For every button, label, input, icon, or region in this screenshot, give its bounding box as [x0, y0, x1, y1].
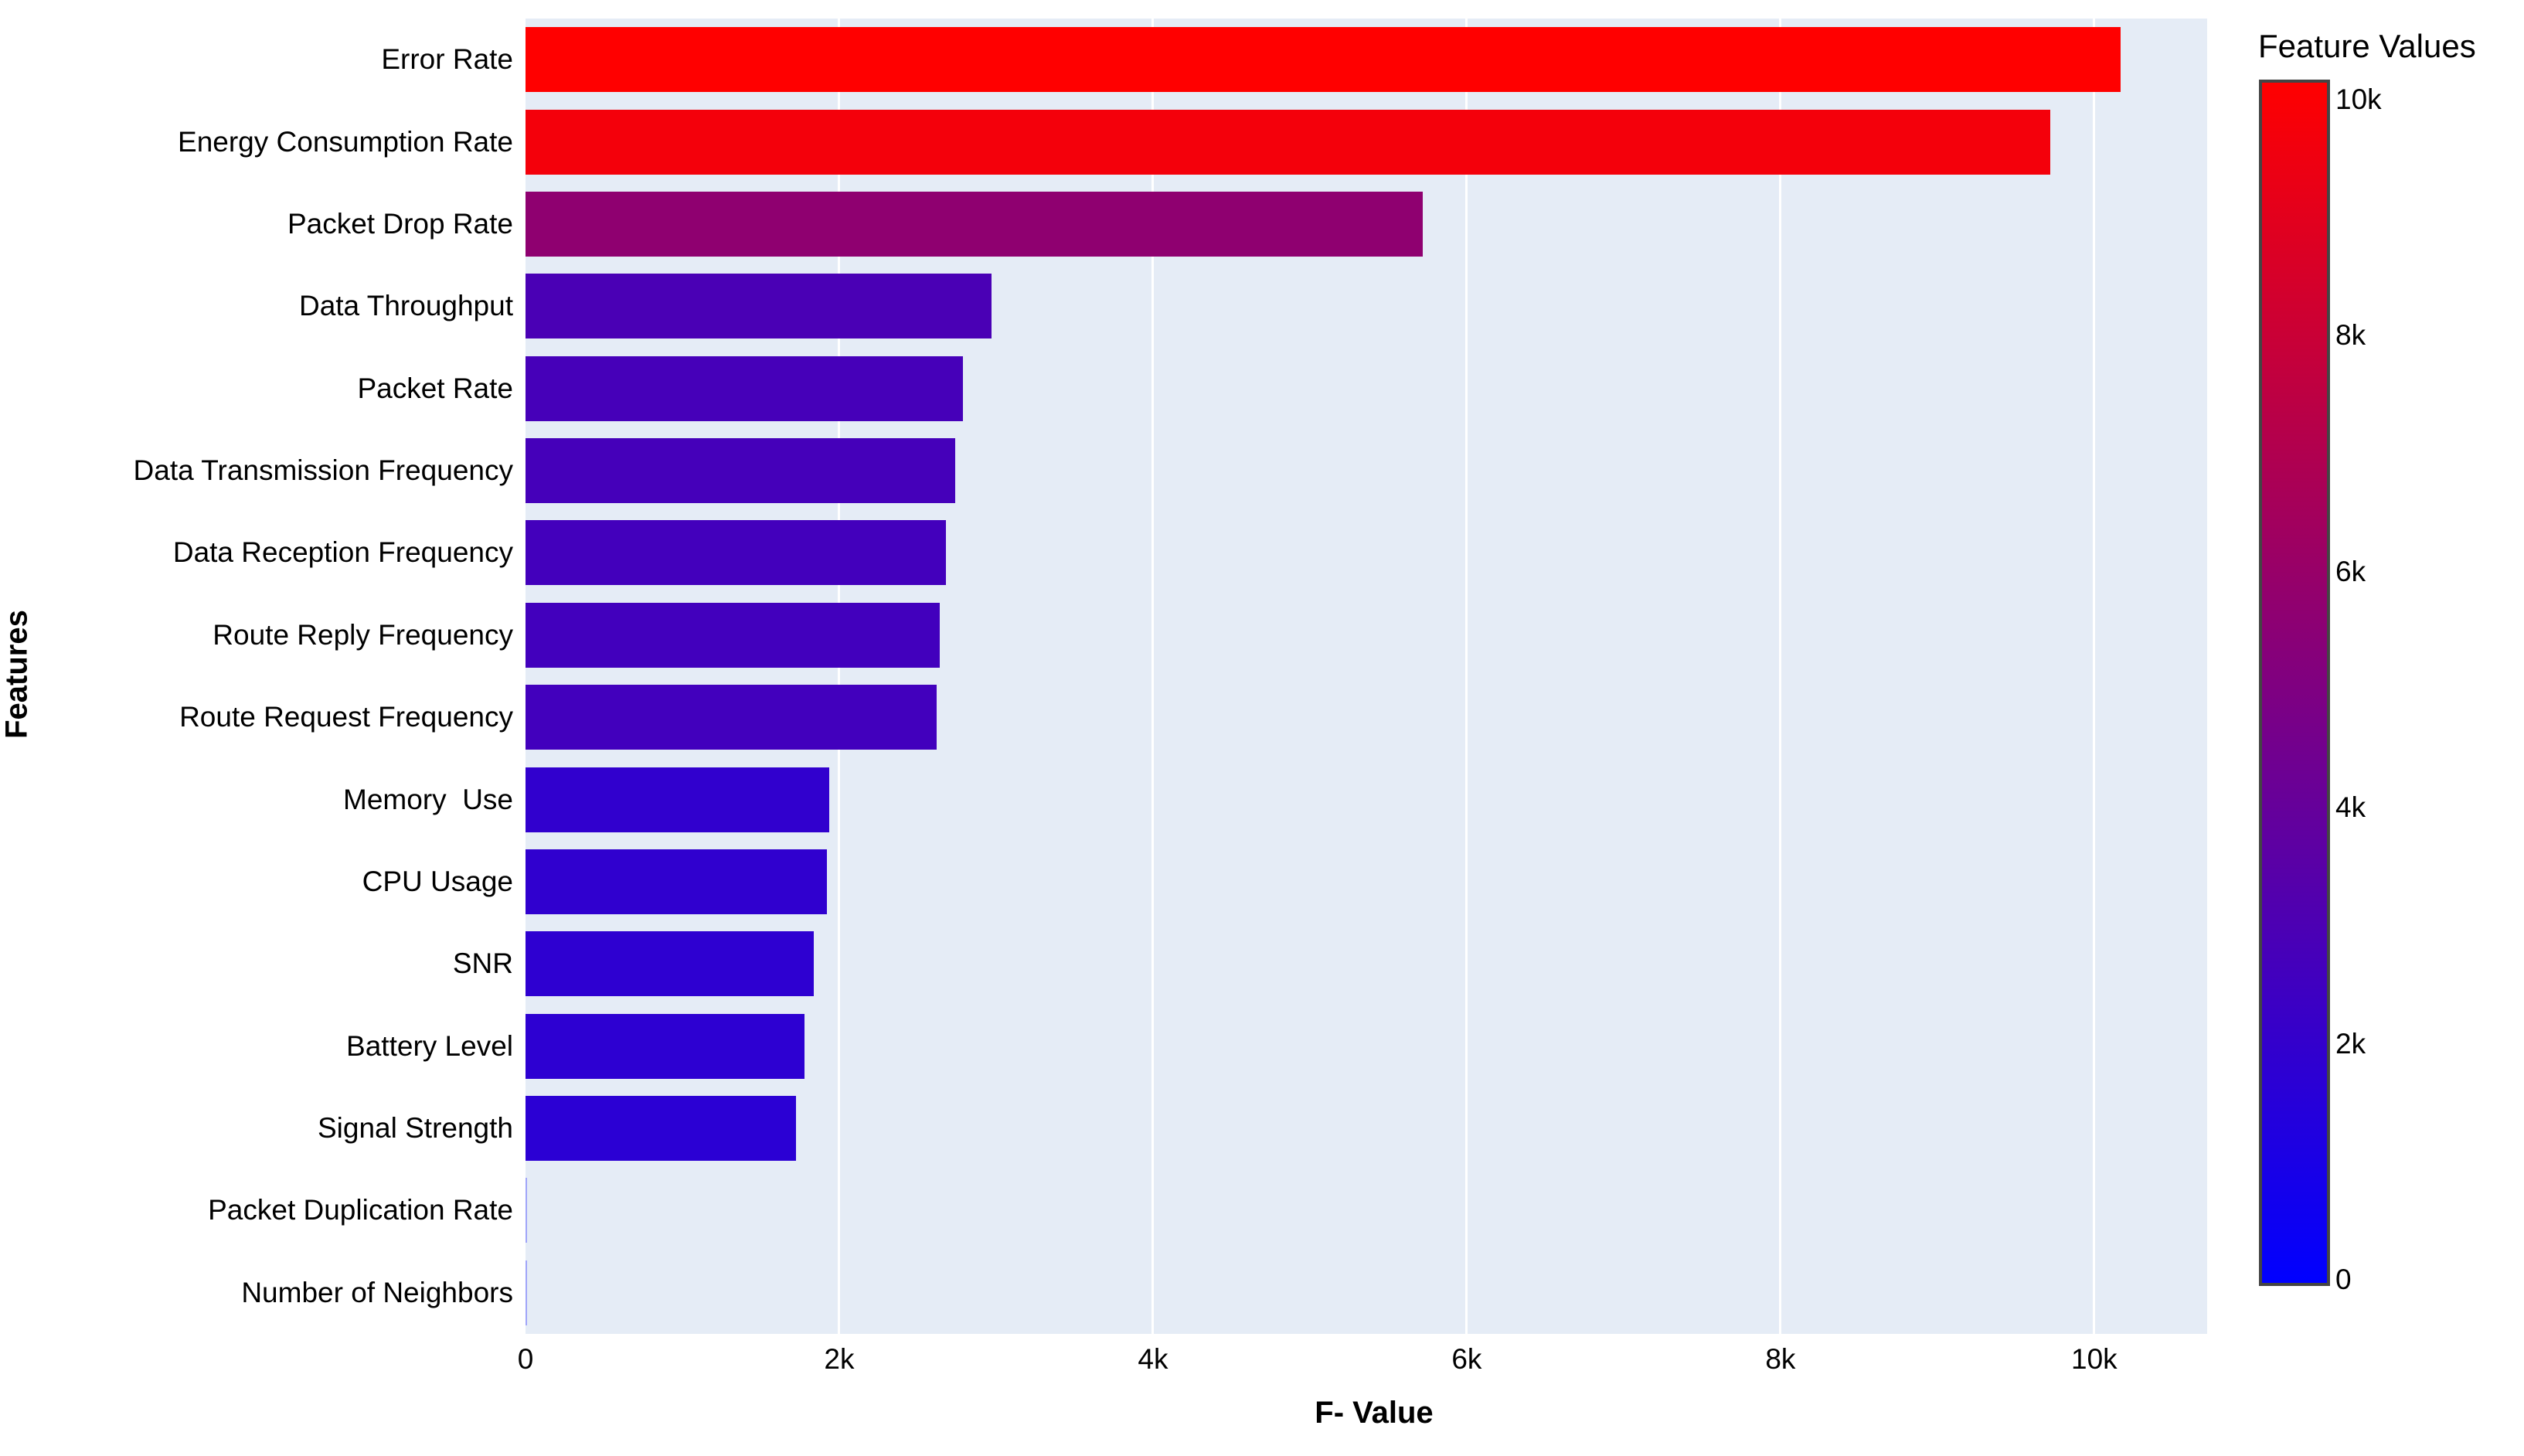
colorbar-gradient	[2259, 80, 2330, 1286]
gridline-x-2k	[838, 19, 841, 1334]
x-tick-label: 6k	[1451, 1343, 1482, 1375]
bar-energy-consumption-rate[interactable]	[526, 109, 2050, 175]
y-tick-label: Packet Drop Rate	[287, 207, 513, 240]
y-tick-label: Data Throughput	[298, 290, 513, 322]
y-tick-label: Memory Use	[343, 783, 513, 815]
bar-packet-rate[interactable]	[526, 355, 964, 421]
colorbar-tick-label: 4k	[2335, 791, 2366, 824]
y-axis-title: Features	[0, 610, 34, 739]
gridline-x-8k	[1779, 19, 1782, 1334]
bar-number-of-neighbors[interactable]	[526, 1260, 527, 1325]
y-tick-label: Energy Consumption Rate	[178, 125, 513, 158]
x-tick-label: 8k	[1765, 1343, 1796, 1375]
y-tick-label: Route Reply Frequency	[213, 618, 513, 651]
colorbar-tick-label: 8k	[2335, 319, 2366, 352]
plot-area	[526, 19, 2207, 1334]
x-tick-label: 0	[517, 1343, 534, 1375]
colorbar-title: Feature Values	[2258, 28, 2476, 64]
bar-data-reception-frequency[interactable]	[526, 520, 946, 586]
y-tick-label: SNR	[452, 947, 513, 980]
y-tick-label: Packet Rate	[357, 372, 513, 404]
x-tick-label: 4k	[1138, 1343, 1168, 1375]
x-tick-label: 2k	[824, 1343, 855, 1375]
bar-snr[interactable]	[526, 931, 815, 997]
colorbar-tick-label: 0	[2335, 1264, 2352, 1295]
bar-route-request-frequency[interactable]	[526, 685, 937, 750]
bar-packet-drop-rate[interactable]	[526, 191, 1424, 257]
y-tick-label: Data Reception Frequency	[172, 536, 513, 569]
gridline-x-10k	[2093, 19, 2096, 1334]
y-tick-label: CPU Usage	[362, 865, 513, 897]
colorbar-tick-label: 10k	[2335, 83, 2382, 115]
y-tick-label: Battery Level	[346, 1029, 513, 1062]
bar-battery-level[interactable]	[526, 1013, 805, 1079]
x-axis-title: F- Value	[1315, 1396, 1434, 1430]
gridline-x-6k	[1465, 19, 1468, 1334]
bar-cpu-usage[interactable]	[526, 849, 827, 914]
colorbar-tick-label: 6k	[2335, 555, 2366, 587]
bar-route-reply-frequency[interactable]	[526, 602, 940, 668]
gridline-x-4k	[1151, 19, 1155, 1334]
bar-packet-duplication-rate[interactable]	[526, 1178, 527, 1243]
bar-data-transmission-frequency[interactable]	[526, 438, 956, 504]
x-tick-label: 10k	[2071, 1343, 2118, 1375]
y-tick-label: Packet Duplication Rate	[208, 1194, 513, 1226]
y-tick-label: Route Request Frequency	[179, 701, 513, 733]
bar-memory-use[interactable]	[526, 767, 829, 832]
bar-data-throughput[interactable]	[526, 274, 992, 339]
y-tick-label: Data Transmission Frequency	[133, 454, 513, 487]
bar-signal-strength[interactable]	[526, 1096, 797, 1162]
y-tick-label: Signal Strength	[317, 1112, 513, 1145]
colorbar-tick-label: 2k	[2335, 1027, 2366, 1060]
y-tick-label: Number of Neighbors	[241, 1276, 513, 1308]
bar-error-rate[interactable]	[526, 27, 2121, 93]
y-tick-label: Error Rate	[381, 43, 513, 76]
